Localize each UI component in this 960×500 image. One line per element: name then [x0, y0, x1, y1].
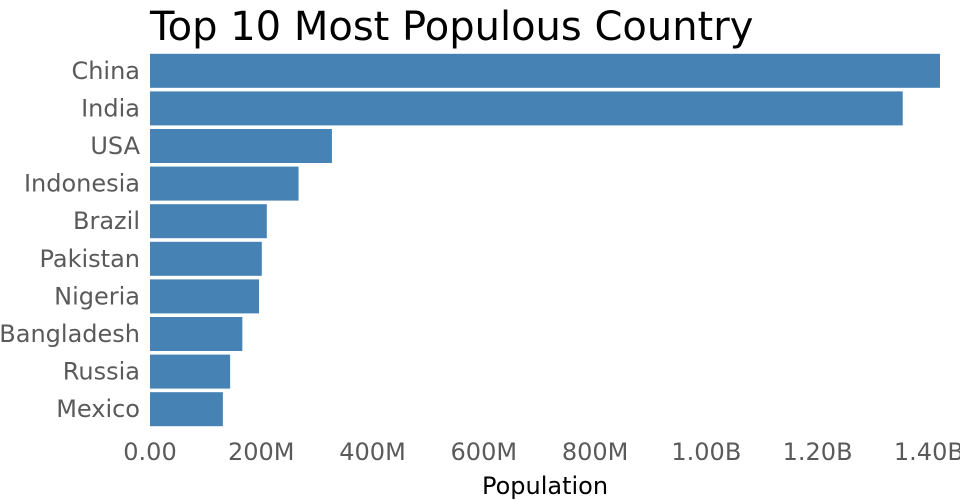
- category-label-china: China: [71, 57, 140, 85]
- category-label-brazil: Brazil: [73, 207, 140, 235]
- category-label-nigeria: Nigeria: [54, 282, 140, 310]
- category-label-bangladesh: Bangladesh: [0, 320, 140, 348]
- bars-group: [150, 53, 940, 427]
- x-tick-label: 1.20B: [783, 438, 853, 466]
- x-tick-label: 0.00: [123, 438, 176, 466]
- category-labels: China India USA Indonesia Brazil Pakistan Nige…: [0, 57, 141, 423]
- category-label-indonesia: Indonesia: [24, 170, 140, 198]
- bar-mexico: [150, 392, 223, 427]
- x-axis-ticks: 0.00 200M 400M 600M 800M 1.00B 1.20B 1.40B: [123, 438, 960, 466]
- category-label-india: India: [81, 94, 140, 122]
- category-label-usa: USA: [90, 132, 140, 160]
- category-label-mexico: Mexico: [56, 395, 140, 423]
- x-tick-label: 1.00B: [671, 438, 741, 466]
- bar-russia: [150, 354, 231, 389]
- category-label-pakistan: Pakistan: [40, 245, 141, 273]
- bar-pakistan: [150, 241, 262, 276]
- x-tick-label: 600M: [451, 438, 518, 466]
- chart-title: Top 10 Most Populous Country: [149, 4, 753, 50]
- x-tick-label: 1.40B: [894, 438, 960, 466]
- x-tick-label: 200M: [228, 438, 295, 466]
- bar-bangladesh: [150, 317, 243, 351]
- x-tick-label: 400M: [339, 438, 406, 466]
- bar-usa: [150, 129, 332, 163]
- bar-china: [150, 53, 940, 88]
- bar-nigeria: [150, 279, 260, 314]
- bar-indonesia: [150, 166, 299, 201]
- category-label-russia: Russia: [63, 358, 140, 386]
- x-axis-title: Population: [482, 472, 608, 500]
- bar-brazil: [150, 204, 267, 239]
- bar-india: [150, 91, 903, 126]
- x-tick-label: 800M: [562, 438, 629, 466]
